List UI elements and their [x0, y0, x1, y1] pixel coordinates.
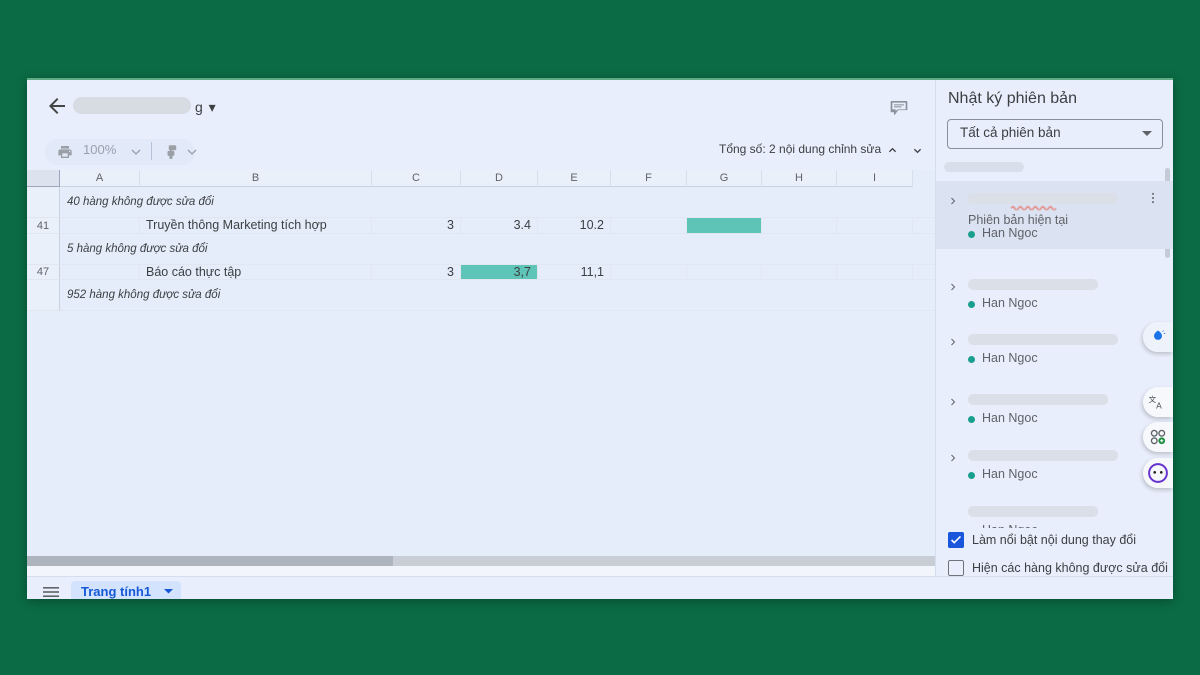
svg-text:A: A [1156, 401, 1162, 411]
